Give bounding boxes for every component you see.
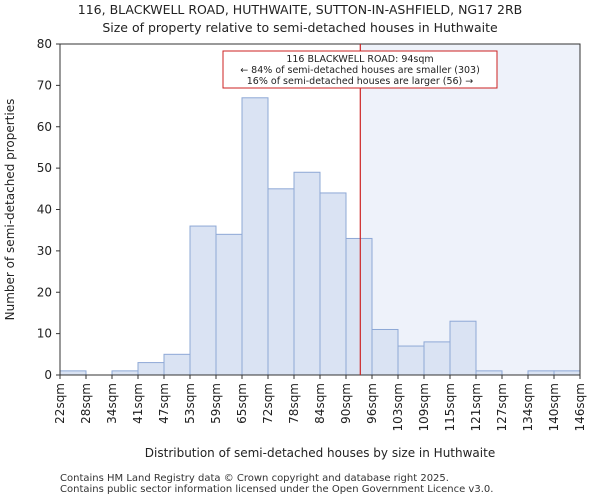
bar [267,188,295,376]
x-tick-label: 59sqm [209,383,223,424]
bar [553,370,581,376]
x-tick-label: 146sqm [573,383,587,431]
y-tick-label: 0 [44,368,52,382]
chart-subtitle: Size of property relative to semi-detach… [102,20,498,35]
footer-line-2: Contains public sector information licen… [60,484,494,495]
x-tick-label: 115sqm [443,383,457,431]
x-tick-label: 134sqm [521,383,535,431]
bar [371,328,399,376]
x-tick-label: 41sqm [131,383,145,424]
x-tick-label: 121sqm [469,383,483,431]
bar [319,192,347,376]
annotation-line: 116 BLACKWELL ROAD: 94sqm [286,54,433,65]
footer-line-1: Contains HM Land Registry data © Crown c… [60,473,449,484]
y-tick-label: 40 [37,203,52,217]
bar [293,171,321,376]
y-axis-label: Number of semi-detached properties [3,99,17,321]
bar [59,370,87,376]
y-tick-label: 10 [37,327,52,341]
x-tick-label: 65sqm [235,383,249,424]
larger-region-shade [360,44,580,375]
annotation-line: ← 84% of semi-detached houses are smalle… [240,65,480,76]
chart-title: 116, BLACKWELL ROAD, HUTHWAITE, SUTTON-I… [77,2,523,17]
x-tick-label: 127sqm [495,383,509,431]
bar [449,320,477,376]
x-tick-label: 109sqm [417,383,431,431]
y-tick-label: 80 [37,37,52,51]
bar [423,341,451,376]
y-tick-label: 70 [37,78,52,92]
bar [397,345,425,376]
x-tick-label: 84sqm [313,383,327,424]
y-tick-label: 50 [37,161,52,175]
annotation-line: 16% of semi-detached houses are larger (… [247,76,474,87]
x-tick-label: 34sqm [105,383,119,424]
y-tick-label: 60 [37,120,52,134]
bar [241,97,269,376]
x-tick-label: 140sqm [547,383,561,431]
x-tick-label: 28sqm [79,383,93,424]
bar [475,370,503,376]
x-tick-label: 96sqm [365,383,379,424]
x-tick-label: 103sqm [391,383,405,431]
bar [215,233,243,376]
x-tick-label: 53sqm [183,383,197,424]
y-tick-label: 30 [37,244,52,258]
bar [163,353,191,376]
x-tick-label: 47sqm [157,383,171,424]
bar-chart: 0 10 20 30 40 50 60 70 80 22sqm 28sqm 34sqm 41sqm 47s… [3,37,587,460]
annotation-box [222,50,498,89]
x-tick-label: 72sqm [261,383,275,424]
x-tick-label: 78sqm [287,383,301,424]
bar [137,362,165,376]
bar [111,370,139,376]
y-tick-label: 20 [37,285,52,299]
x-tick-label: 90sqm [339,383,353,424]
bar [345,237,373,376]
bar [527,370,555,376]
bar [189,225,217,376]
x-tick-label: 22sqm [53,383,67,424]
x-axis-label: Distribution of semi-detached houses by … [145,446,495,460]
